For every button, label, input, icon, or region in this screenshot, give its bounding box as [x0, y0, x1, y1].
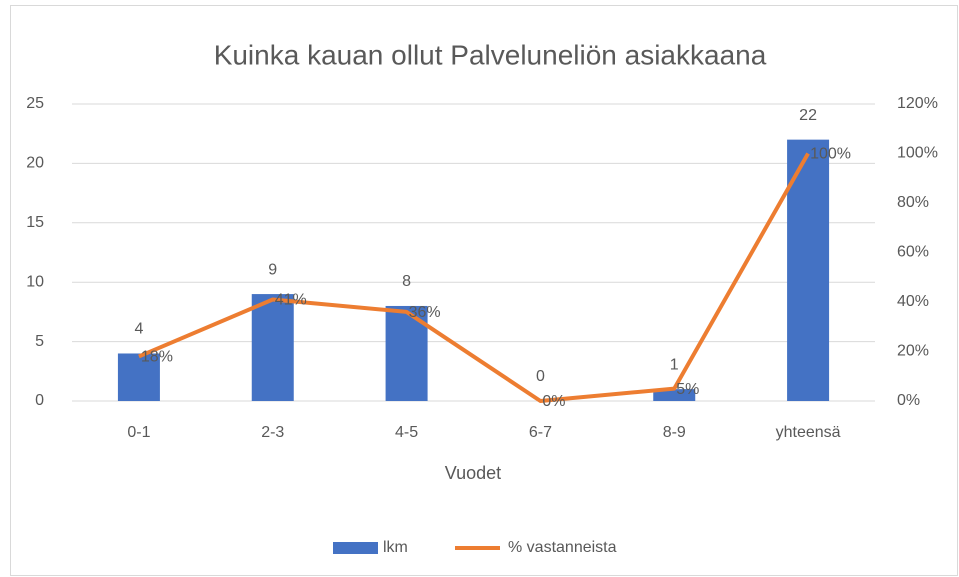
- chart-title: Kuinka kauan ollut Palveluneliön asiakka…: [214, 39, 767, 70]
- legend-label: lkm: [383, 539, 408, 556]
- y2-tick-label: 120%: [897, 95, 938, 112]
- x-tick-label: 0-1: [127, 424, 150, 441]
- legend-swatch: [333, 542, 378, 554]
- x-tick-label: yhteensä: [776, 424, 841, 441]
- y-tick-label: 25: [26, 95, 44, 112]
- y-tick-label: 15: [26, 214, 44, 231]
- x-tick-label: 2-3: [261, 424, 284, 441]
- y-tick-label: 5: [35, 333, 44, 350]
- y2-tick-label: 40%: [897, 293, 929, 310]
- bar-value-label: 8: [402, 273, 411, 290]
- line-value-label: 5%: [676, 381, 699, 398]
- y-tick-label: 10: [26, 273, 44, 290]
- bar-value-label: 22: [799, 107, 817, 124]
- bar: [653, 389, 696, 401]
- line-value-label: 41%: [275, 292, 307, 309]
- y2-tick-label: 100%: [897, 145, 938, 162]
- bar: [251, 294, 294, 401]
- line-value-label: 36%: [409, 304, 441, 321]
- x-tick-label: 4-5: [395, 424, 418, 441]
- y2-tick-label: 60%: [897, 244, 929, 261]
- legend-label: % vastanneista: [508, 539, 617, 556]
- x-tick-label: 6-7: [529, 424, 552, 441]
- line-value-label: 18%: [141, 349, 173, 366]
- bar-value-label: 1: [670, 356, 679, 373]
- bar: [787, 139, 830, 401]
- bar: [117, 353, 160, 401]
- y2-tick-label: 20%: [897, 343, 929, 360]
- line-value-label: 0%: [542, 393, 565, 410]
- y2-tick-label: 0%: [897, 392, 920, 409]
- y-tick-label: 20: [26, 155, 44, 172]
- line-value-label: 100%: [810, 146, 851, 163]
- line: [138, 152, 810, 403]
- x-tick-label: 8-9: [663, 424, 686, 441]
- bar-value-label: 4: [134, 321, 143, 338]
- y2-tick-label: 80%: [897, 194, 929, 211]
- bar-value-label: 0: [536, 368, 545, 385]
- x-axis-title: Vuodet: [445, 463, 501, 483]
- y-tick-label: 0: [35, 392, 44, 409]
- bar-value-label: 9: [268, 261, 277, 278]
